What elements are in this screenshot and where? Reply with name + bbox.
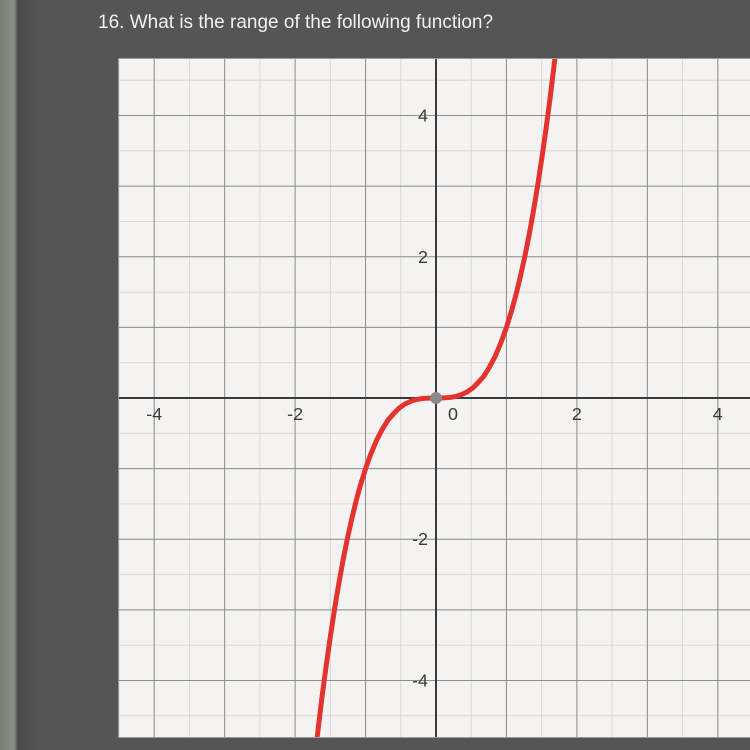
svg-text:2: 2 xyxy=(572,404,582,424)
svg-text:2: 2 xyxy=(418,247,428,267)
function-graph: -4 -2 0 2 4 -4 -2 2 4 xyxy=(119,59,750,737)
svg-text:-2: -2 xyxy=(287,404,303,424)
graph-panel: -4 -2 0 2 4 -4 -2 2 4 xyxy=(118,58,750,738)
svg-text:-4: -4 xyxy=(146,404,162,424)
svg-text:0: 0 xyxy=(448,404,458,424)
question-prompt: What is the range of the following funct… xyxy=(130,12,493,33)
question-number: 16. xyxy=(98,12,124,33)
question-text-row: 16. What is the range of the following f… xyxy=(98,12,750,34)
screen-frame: 16. What is the range of the following f… xyxy=(0,0,750,750)
svg-text:4: 4 xyxy=(418,106,428,126)
svg-text:4: 4 xyxy=(713,404,723,424)
svg-text:-4: -4 xyxy=(412,670,428,690)
svg-text:-2: -2 xyxy=(412,529,428,549)
app-panel: 16. What is the range of the following f… xyxy=(40,0,750,750)
